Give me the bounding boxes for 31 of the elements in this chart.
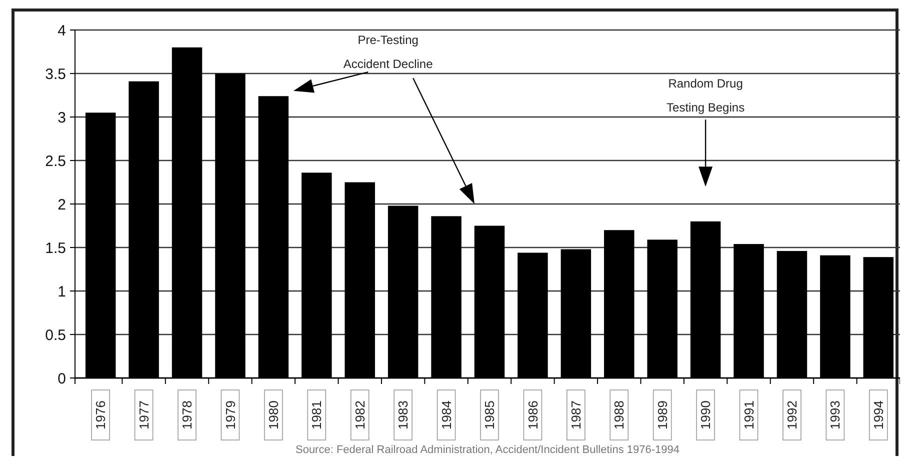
- x-tick-label: 1992: [784, 400, 800, 430]
- x-tick-label: 1986: [525, 400, 540, 430]
- y-tick-label: 1: [58, 283, 66, 300]
- x-tick-label: 1978: [180, 400, 195, 430]
- x-tick-label: 1977: [136, 400, 152, 430]
- x-tick-label: 1990: [698, 400, 714, 430]
- x-tick-label: 1980: [266, 400, 281, 430]
- y-tick-label: 0.5: [45, 326, 66, 344]
- x-tick-label: 1989: [654, 400, 670, 430]
- x-tick-label: 1985: [482, 400, 498, 430]
- annotation: Pre-Testing Accident Decline: [343, 33, 434, 72]
- y-tick-label: 3: [58, 109, 66, 126]
- x-tick-label: 1979: [222, 400, 238, 430]
- y-tick-label: 2.5: [45, 152, 66, 170]
- x-tick-label: 1988: [612, 400, 627, 430]
- annotation: Random Drug Testing Begins: [666, 76, 745, 115]
- x-tick-label: 1994: [870, 400, 886, 430]
- source-note: Source: Federal Railroad Administration, Accident/Incident Bulletins 1976-1994: [295, 444, 680, 456]
- y-tick-label: 2: [58, 196, 66, 214]
- x-tick-label: 1993: [828, 400, 843, 430]
- x-tick-label: 1984: [438, 400, 454, 430]
- x-tick-label: 1981: [309, 400, 324, 430]
- y-tick-label: 4: [58, 22, 66, 40]
- y-tick-label: 1.5: [45, 240, 66, 257]
- x-tick-label: 1987: [568, 400, 584, 430]
- x-tick-label: 1983: [396, 400, 411, 430]
- x-tick-label: 1982: [352, 400, 368, 430]
- y-tick-label: 0: [58, 370, 66, 388]
- x-tick-label: 1976: [93, 400, 108, 430]
- y-tick-label: 3.5: [45, 66, 66, 83]
- x-tick-label: 1991: [741, 400, 756, 430]
